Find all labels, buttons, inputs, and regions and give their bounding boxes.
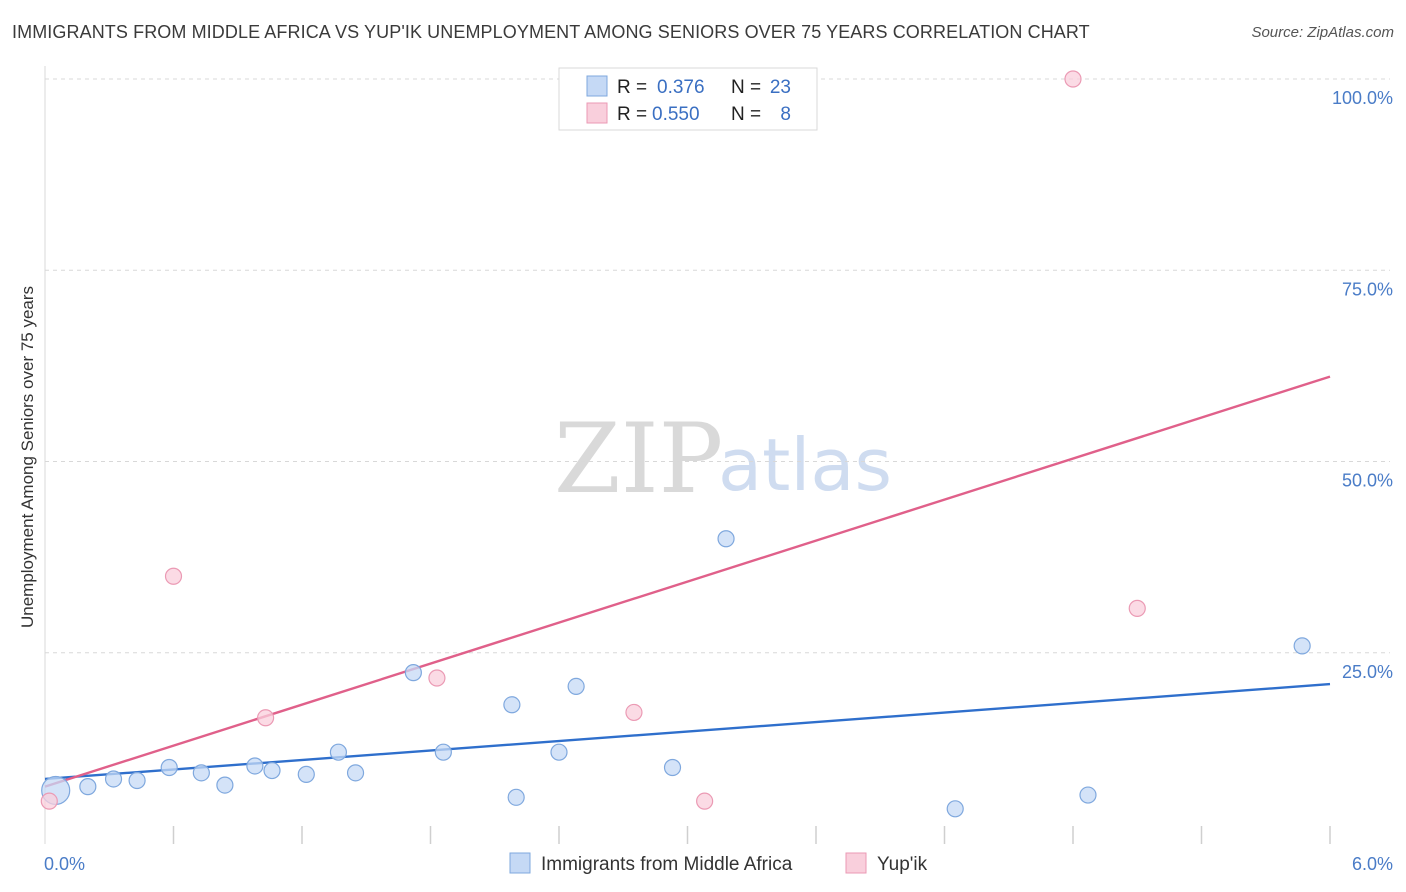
point-middle-africa bbox=[346, 764, 365, 782]
points-layer bbox=[40, 70, 1311, 818]
bottom-legend-label-pink: Yup'ik bbox=[877, 854, 928, 875]
y-tick-label: 100.0% bbox=[1332, 88, 1393, 108]
y-axis-label: Unemployment Among Seniors over 75 years bbox=[18, 286, 37, 628]
x-tick-label-min: 0.0% bbox=[44, 854, 85, 874]
point-yupik bbox=[40, 792, 58, 810]
legend-n-label-pink: N = bbox=[731, 104, 761, 125]
point-middle-africa bbox=[550, 743, 568, 761]
point-middle-africa bbox=[216, 776, 234, 794]
legend-n-value-pink: 8 bbox=[780, 104, 791, 125]
point-middle-africa bbox=[297, 765, 315, 783]
point-yupik bbox=[1064, 70, 1082, 88]
point-middle-africa bbox=[946, 800, 964, 818]
point-middle-africa bbox=[128, 771, 146, 790]
point-middle-africa bbox=[567, 677, 585, 696]
chart-title: IMMIGRANTS FROM MIDDLE AFRICA VS YUP'IK … bbox=[12, 22, 1090, 42]
trendline-middle-africa bbox=[44, 682, 1331, 781]
point-middle-africa bbox=[1293, 637, 1311, 655]
grid-layer bbox=[45, 78, 1390, 654]
point-middle-africa bbox=[663, 758, 682, 777]
point-middle-africa bbox=[404, 664, 422, 682]
chart-source: Source: ZipAtlas.com bbox=[1251, 24, 1394, 41]
point-yupik bbox=[428, 669, 446, 687]
axis-layer: 25.0% 50.0% 75.0% 100.0% 0.0% 6.0% bbox=[44, 66, 1393, 874]
point-middle-africa bbox=[246, 757, 264, 775]
point-yupik bbox=[164, 567, 183, 585]
point-middle-africa bbox=[503, 696, 521, 714]
point-middle-africa bbox=[104, 770, 123, 788]
point-middle-africa bbox=[507, 788, 525, 806]
point-middle-africa bbox=[79, 778, 97, 796]
legend-n-label-blue: N = bbox=[731, 77, 761, 98]
point-yupik bbox=[625, 703, 643, 722]
bottom-legend-swatch-pink bbox=[845, 852, 867, 874]
point-middle-africa bbox=[1079, 786, 1097, 804]
legend-r-label-blue: R = bbox=[617, 77, 647, 98]
point-middle-africa bbox=[329, 743, 348, 761]
y-tick-label: 25.0% bbox=[1342, 662, 1393, 682]
x-tick-label-max: 6.0% bbox=[1352, 854, 1393, 874]
watermark-atlas: atlas bbox=[718, 423, 892, 507]
legend-n-value-blue: 23 bbox=[770, 77, 791, 98]
bottom-legend-swatch-blue bbox=[509, 852, 531, 874]
point-middle-africa bbox=[263, 761, 281, 780]
legend-r-label-pink: R = bbox=[617, 104, 647, 125]
bottom-legend: Immigrants from Middle Africa Yup'ik bbox=[509, 852, 928, 875]
watermark-zip: ZIP bbox=[554, 403, 723, 515]
point-middle-africa bbox=[434, 743, 452, 761]
point-middle-africa bbox=[192, 764, 210, 782]
legend-r-value-blue: 0.376 bbox=[657, 77, 705, 98]
legend-swatch-pink bbox=[586, 102, 608, 124]
point-middle-africa bbox=[717, 530, 735, 548]
top-legend: R = 0.376 N = 23 R = 0.550 N = 8 bbox=[558, 67, 818, 131]
legend-r-value-pink: 0.550 bbox=[652, 104, 700, 125]
bottom-legend-label-blue: Immigrants from Middle Africa bbox=[541, 854, 793, 875]
y-tick-label: 50.0% bbox=[1342, 471, 1393, 491]
point-yupik bbox=[1128, 599, 1146, 617]
y-tick-label: 75.0% bbox=[1342, 279, 1393, 299]
point-yupik bbox=[256, 709, 275, 727]
point-middle-africa bbox=[160, 758, 178, 777]
legend-swatch-blue bbox=[586, 75, 608, 97]
point-yupik bbox=[696, 792, 714, 810]
